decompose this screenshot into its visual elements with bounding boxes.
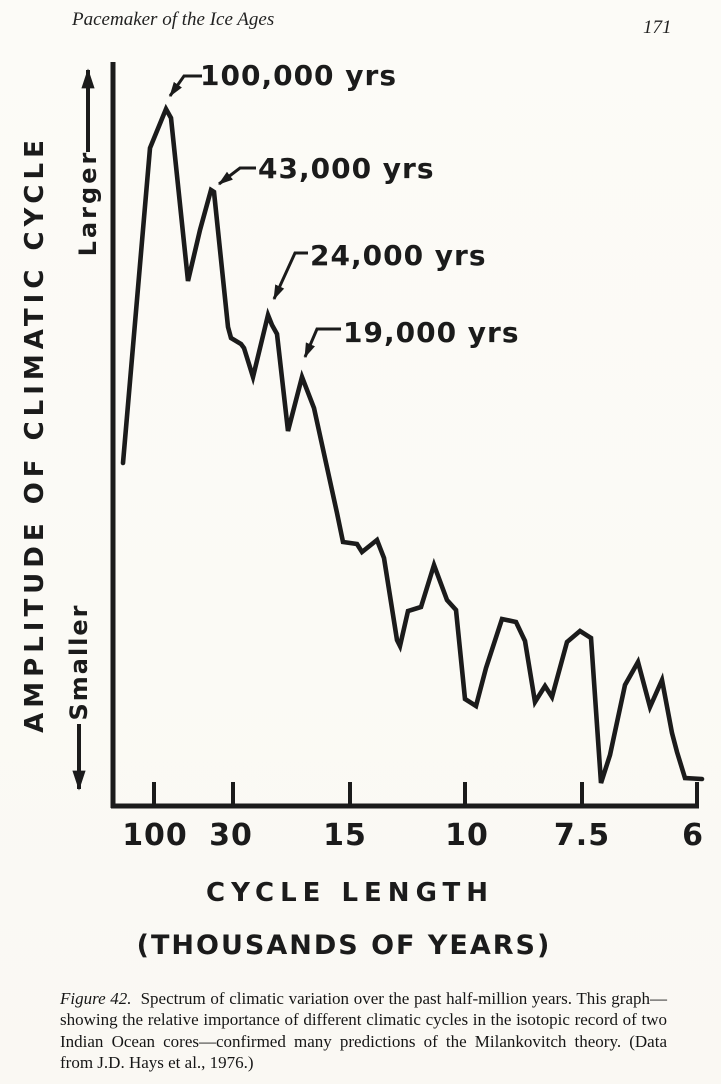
x-axis-title: CYCLE LENGTH [206,878,494,908]
peak-label-43000-yrs: 43,000 yrs [258,152,435,185]
y-axis-smaller-label: Smaller [65,603,93,721]
x-tick-label-30: 30 [209,818,253,853]
figure-caption-text: Spectrum of climatic variation over the … [60,989,668,1073]
y-axis-title: AMPLITUDE OF CLIMATIC CYCLE [20,135,50,733]
x-tick-label-15: 15 [323,818,367,853]
annotation-arrow [303,327,341,359]
x-tick-label-6: 6 [682,818,704,853]
running-header-title: Pacemaker of the Ice Ages [72,9,275,30]
peak-label-19000-yrs: 19,000 yrs [343,316,520,349]
annotation-arrow [168,74,202,97]
peak-label-100000-yrs: 100,000 yrs [200,59,398,92]
annotation-arrow [218,166,256,186]
y-axis-larger-label: Larger [74,149,102,257]
annotation-arrow [272,251,308,301]
figure-caption: Figure 42. Spectrum of climatic variation… [60,988,667,1074]
x-tick-label-7-5: 7.5 [553,818,611,853]
peak-label-24000-yrs: 24,000 yrs [310,239,487,272]
x-tick-label-10: 10 [445,818,489,853]
figure-caption-number: Figure 42. [60,989,132,1008]
x-axis-units: (THOUSANDS OF YEARS) [136,930,552,961]
page-number: 171 [643,17,672,38]
spectrum-curve [120,103,705,784]
x-tick-label-100: 100 [122,818,188,853]
